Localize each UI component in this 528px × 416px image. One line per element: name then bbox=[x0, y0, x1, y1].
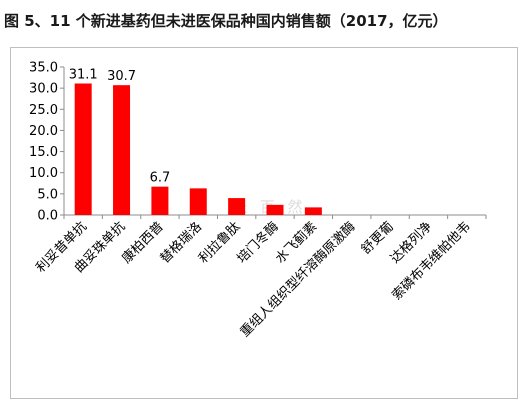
y-tick-label: 20.0 bbox=[29, 124, 58, 139]
x-tick-label: 培门冬酶 bbox=[234, 219, 282, 267]
title-bar: 图 5、11 个新进基药但未进医保品种国内销售额（2017，亿元） bbox=[0, 0, 528, 44]
chart-title: 图 5、11 个新进基药但未进医保品种国内销售额（2017，亿元） bbox=[4, 12, 448, 30]
x-tick-label: 利拉鲁肽 bbox=[196, 219, 243, 266]
y-tick-label: 30.0 bbox=[29, 82, 58, 97]
bar bbox=[74, 83, 92, 216]
data-label: 31.1 bbox=[69, 67, 98, 82]
chart-frame bbox=[10, 47, 518, 399]
bar bbox=[266, 204, 284, 215]
y-tick-label: 25.0 bbox=[29, 103, 58, 118]
bar bbox=[304, 207, 322, 215]
bar bbox=[113, 85, 131, 215]
bar bbox=[228, 198, 246, 215]
x-tick-label: 康柏西普 bbox=[119, 219, 167, 267]
y-tick-label: 0.0 bbox=[37, 209, 58, 224]
y-tick-label: 5.0 bbox=[37, 187, 58, 202]
y-tick-label: 15.0 bbox=[29, 145, 58, 160]
bar bbox=[151, 186, 169, 215]
bar bbox=[189, 188, 207, 215]
x-tick-label: 替格瑞洛 bbox=[157, 219, 205, 267]
y-tick-label: 10.0 bbox=[29, 166, 58, 181]
y-tick-label: 35.0 bbox=[29, 61, 58, 76]
data-label: 30.7 bbox=[107, 69, 136, 84]
data-label: 6.7 bbox=[150, 171, 171, 186]
